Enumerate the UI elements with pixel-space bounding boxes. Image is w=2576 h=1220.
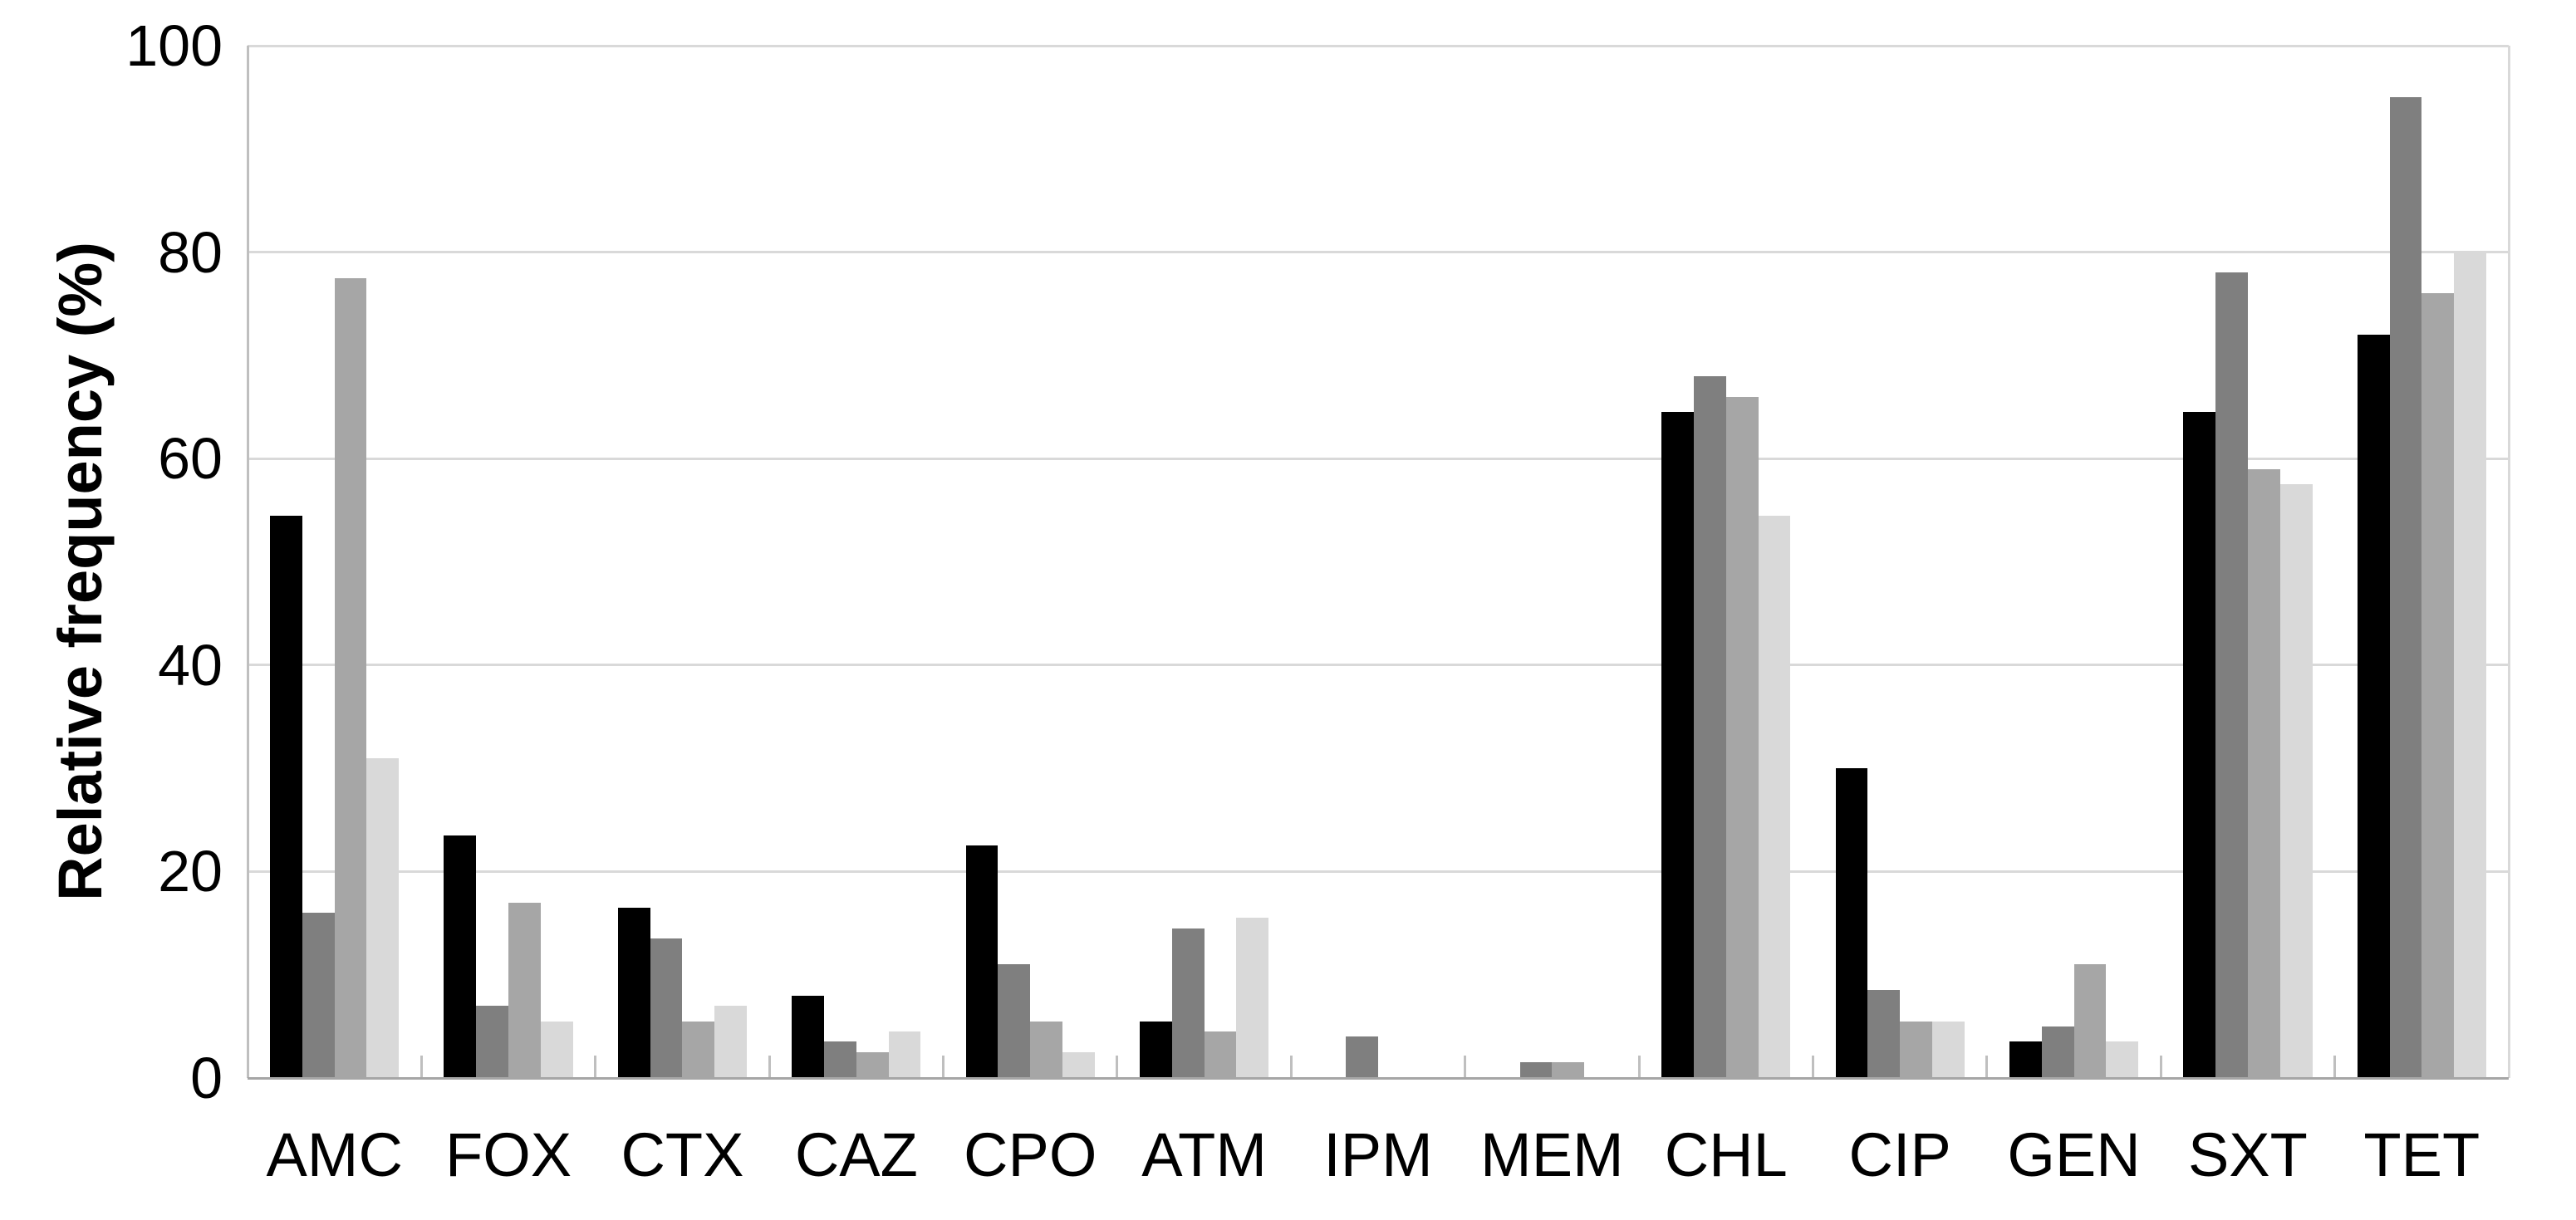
bar-medium-gray-CAZ [856,1051,889,1078]
category-boundary-tick [1289,1056,1293,1078]
bar-black-AMC [270,515,302,1078]
bar-medium-gray-TET [2421,293,2455,1078]
bar-light-gray-ATM [1236,918,1269,1078]
x-axis-category-label: MEM [1480,1120,1624,1189]
y-axis-tick-label: 0 [190,1046,223,1110]
bar-medium-gray-CTX [682,1021,715,1078]
x-axis-category-label: SXT [2187,1120,2308,1189]
category-boundary-tick [2159,1056,2162,1078]
category-boundary-tick [942,1056,945,1078]
bar-light-gray-CHL [1758,515,1791,1078]
category-boundary-tick [1116,1056,1119,1078]
bar-black-CAZ [792,995,825,1078]
bar-medium-gray-FOX [508,902,541,1078]
bar-dark-gray-CHL [1693,375,1726,1078]
x-axis-category-label: CPO [964,1120,1097,1189]
x-axis-category-label: CTX [621,1120,744,1189]
y-axis-line [246,46,249,1078]
x-axis-category-label: CIP [1848,1120,1951,1189]
y-axis-tick-label: 100 [125,13,223,78]
x-axis-category-label: AMC [266,1120,403,1189]
bar-medium-gray-MEM [1552,1062,1585,1078]
bar-dark-gray-CTX [650,938,683,1078]
bar-black-CIP [1835,768,1868,1078]
bar-light-gray-AMC [366,757,400,1078]
bar-medium-gray-CIP [1900,1021,1932,1078]
bar-dark-gray-AMC [302,913,335,1078]
y-axis-tick-label: 60 [158,426,223,492]
bar-dark-gray-TET [2389,97,2422,1078]
y-axis-tick-label: 40 [158,632,223,698]
bar-dark-gray-MEM [1519,1062,1553,1078]
bar-dark-gray-CPO [998,964,1031,1078]
bar-light-gray-CPO [1062,1051,1095,1078]
bar-dark-gray-CAZ [824,1041,856,1078]
category-boundary-tick [1464,1056,1467,1078]
category-boundary-tick [1985,1056,1989,1078]
x-axis-line [248,1076,2509,1080]
x-axis-category-label: GEN [2007,1120,2141,1189]
bar-medium-gray-CHL [1725,396,1759,1078]
bar-medium-gray-ATM [1204,1031,1237,1078]
bar-light-gray-TET [2454,252,2486,1078]
category-boundary-tick [2333,1056,2337,1078]
gridline [248,44,2509,47]
x-axis-category-label: TET [2363,1120,2480,1189]
x-axis-category-label: FOX [445,1120,572,1189]
bar-black-TET [2357,335,2390,1078]
bar-light-gray-SXT [2279,484,2313,1078]
bar-light-gray-FOX [540,1021,573,1078]
bar-medium-gray-AMC [334,277,367,1078]
bar-black-ATM [1140,1021,1172,1078]
x-axis-category-label: ATM [1141,1120,1267,1189]
bar-black-CHL [1661,412,1694,1078]
bar-black-GEN [2009,1041,2042,1078]
x-axis-category-label: IPM [1323,1120,1433,1189]
category-boundary-tick [420,1056,423,1078]
bar-medium-gray-SXT [2247,468,2280,1078]
bar-dark-gray-CIP [1867,990,1901,1078]
bar-dark-gray-GEN [2041,1026,2074,1078]
category-boundary-tick [1811,1056,1814,1078]
y-axis-tick-label: 20 [158,839,223,904]
bar-dark-gray-SXT [2215,272,2248,1078]
bar-dark-gray-ATM [1171,928,1205,1078]
bar-black-CPO [965,845,999,1078]
gridline [248,457,2509,460]
bar-black-FOX [444,835,477,1078]
category-boundary-tick [768,1056,771,1078]
category-boundary-tick [1637,1056,1641,1078]
bar-light-gray-CTX [714,1005,748,1078]
bar-medium-gray-CPO [1030,1021,1063,1078]
bar-medium-gray-GEN [2073,964,2107,1078]
bar-dark-gray-IPM [1346,1036,1378,1078]
gridline [248,251,2509,254]
bar-light-gray-CIP [1931,1021,1965,1078]
x-axis-category-label: CAZ [794,1120,918,1189]
bar-black-SXT [2183,412,2216,1078]
x-axis-category-label: CHL [1664,1120,1788,1189]
bar-light-gray-GEN [2106,1041,2139,1078]
category-boundary-tick [594,1056,597,1078]
gridline [248,870,2509,873]
bar-light-gray-CAZ [888,1031,921,1078]
bar-dark-gray-FOX [476,1005,509,1078]
gridline [248,664,2509,667]
plot-border-right [2507,46,2510,1078]
y-axis-tick-label: 80 [158,219,223,285]
bar-black-CTX [617,907,650,1078]
